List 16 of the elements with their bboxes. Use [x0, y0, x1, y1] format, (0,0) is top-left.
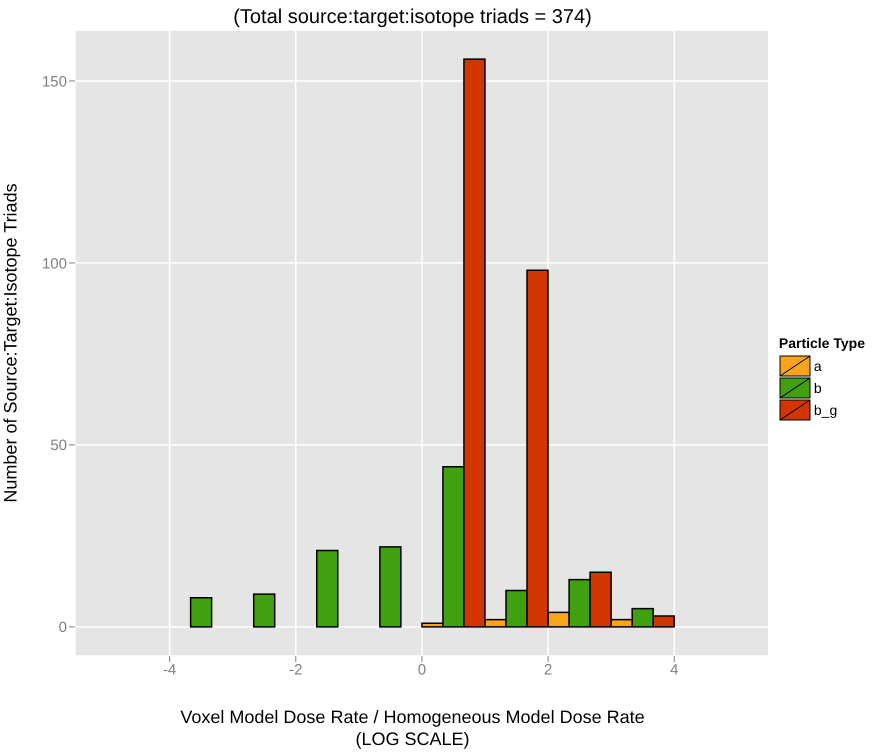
x-tick-label: -2 — [289, 662, 302, 679]
x-tick-label: 4 — [670, 662, 678, 679]
y-tick-label: 50 — [50, 437, 67, 454]
x-axis-title: Voxel Model Dose Rate / Homogeneous Model Dose Rate (LOG SCALE) — [179, 706, 646, 750]
legend-label: b_g — [814, 402, 838, 418]
legend-title: Particle Type — [778, 335, 865, 351]
y-tick-label: 150 — [42, 73, 67, 90]
chart-title: (Total source:target:isotope triads = 374) — [232, 6, 593, 29]
y-tick-label: 0 — [58, 619, 67, 636]
legend-label: a — [814, 358, 822, 374]
y-tick-label: 100 — [42, 255, 67, 272]
legend-label: b — [814, 380, 822, 396]
x-tick-label: -4 — [162, 662, 176, 679]
x-tick-label: 0 — [418, 662, 426, 679]
x-tick-label: 2 — [544, 662, 552, 679]
y-axis-title: Number of Source:Target:Isotope Triads — [0, 183, 20, 503]
